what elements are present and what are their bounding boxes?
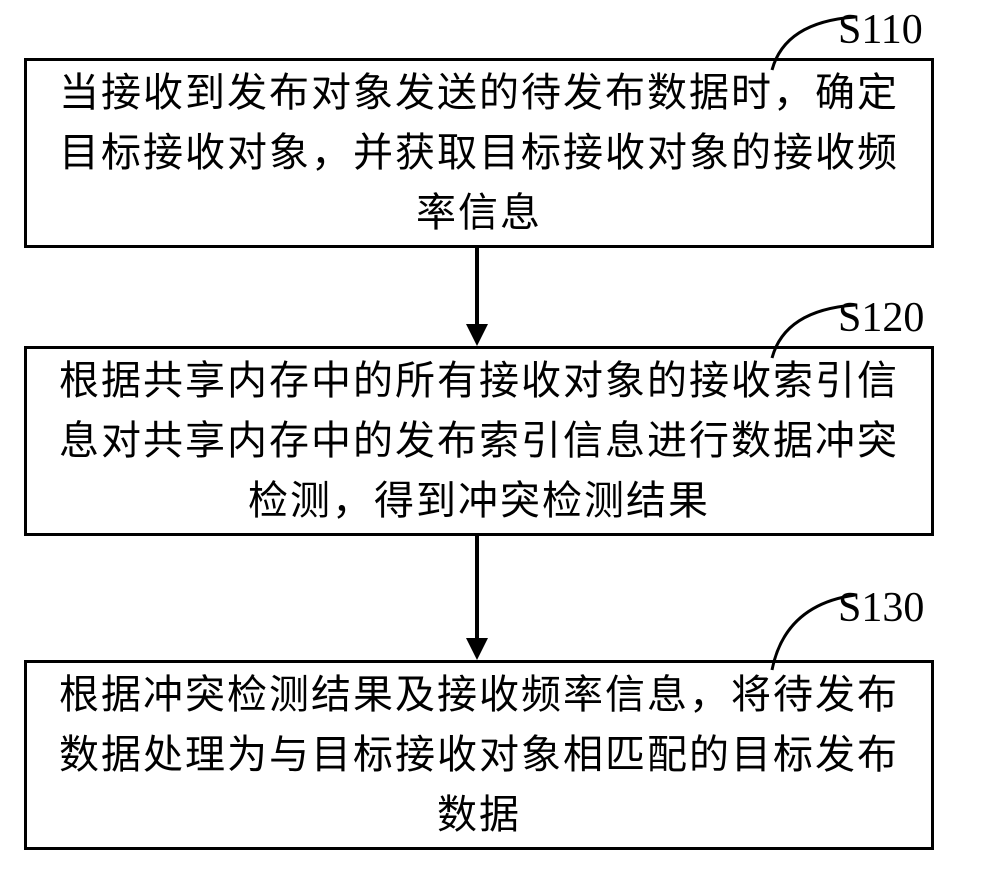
flowchart-node-s120: 根据共享内存中的所有接收对象的接收索引信息对共享内存中的发布索引信息进行数据冲突… bbox=[24, 346, 934, 536]
flowchart-canvas: S110 当接收到发布对象发送的待发布数据时，确定目标接收对象，并获取目标接收对… bbox=[0, 0, 1000, 881]
arrow-line bbox=[475, 248, 479, 324]
arrow-head-icon bbox=[466, 638, 488, 660]
node-text: 根据冲突检测结果及接收频率信息，将待发布数据处理为与目标接收对象相匹配的目标发布… bbox=[47, 665, 911, 845]
arrow-line bbox=[475, 536, 479, 638]
node-text: 根据共享内存中的所有接收对象的接收索引信息对共享内存中的发布索引信息进行数据冲突… bbox=[47, 351, 911, 531]
flowchart-node-s130: 根据冲突检测结果及接收频率信息，将待发布数据处理为与目标接收对象相匹配的目标发布… bbox=[24, 660, 934, 850]
arrow-head-icon bbox=[466, 324, 488, 346]
node-text: 当接收到发布对象发送的待发布数据时，确定目标接收对象，并获取目标接收对象的接收频… bbox=[47, 63, 911, 243]
flowchart-node-s110: 当接收到发布对象发送的待发布数据时，确定目标接收对象，并获取目标接收对象的接收频… bbox=[24, 58, 934, 248]
